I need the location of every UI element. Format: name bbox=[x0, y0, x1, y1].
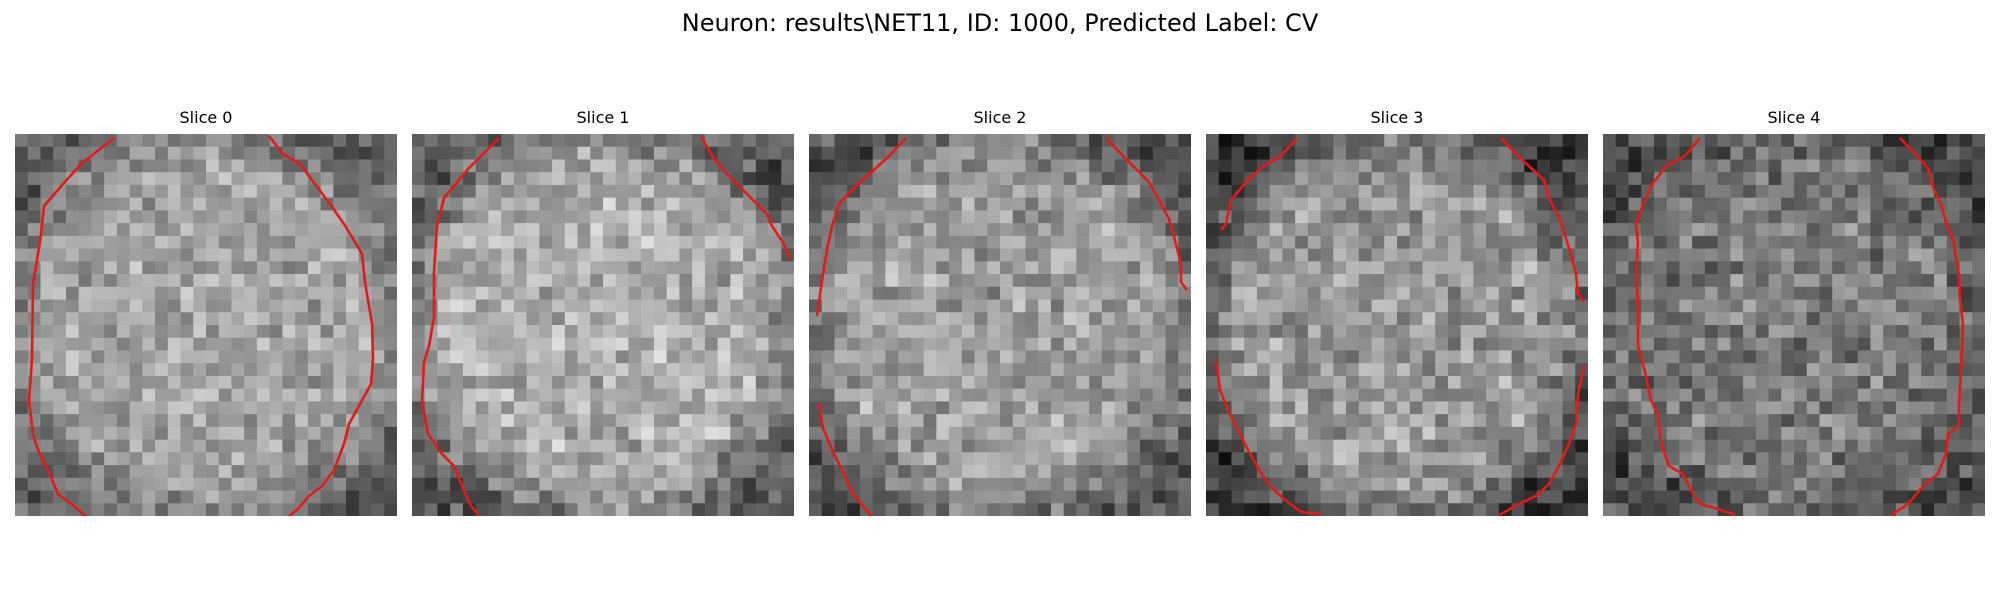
figure-title: Neuron: results\NET11, ID: 1000, Predict… bbox=[681, 9, 1319, 37]
slice-panel-0: Slice 0 bbox=[15, 106, 397, 516]
outline-trace-2-1 bbox=[1105, 137, 1189, 291]
slice-image-2 bbox=[809, 134, 1191, 516]
outline-trace-2-0 bbox=[815, 137, 907, 317]
outline-trace-3-1 bbox=[1500, 137, 1586, 303]
outline-trace-4-1 bbox=[1889, 137, 1965, 516]
slice-panel-4: Slice 4 bbox=[1603, 106, 1985, 516]
slice-image-0 bbox=[15, 134, 397, 516]
outline-trace-1-1 bbox=[699, 135, 792, 260]
outline-trace-3-0 bbox=[1220, 137, 1298, 231]
slice-title-0: Slice 0 bbox=[179, 108, 233, 127]
outline-trace-3-3 bbox=[1496, 365, 1586, 516]
outline-trace-4-0 bbox=[1634, 137, 1736, 516]
slice-title-4: Slice 4 bbox=[1767, 108, 1821, 127]
outline-trace-2-2 bbox=[817, 403, 874, 516]
slice-title-2: Slice 2 bbox=[973, 108, 1027, 127]
outline-trace-1-0 bbox=[420, 137, 500, 516]
slice-image-3 bbox=[1206, 134, 1588, 516]
slice-title-1: Slice 1 bbox=[576, 108, 630, 127]
outline-trace-0-0 bbox=[27, 136, 115, 516]
slice-panel-3: Slice 3 bbox=[1206, 106, 1588, 516]
slice-title-3: Slice 3 bbox=[1370, 108, 1424, 127]
slice-image-1 bbox=[412, 134, 794, 516]
slice-panel-1: Slice 1 bbox=[412, 106, 794, 516]
slice-image-4 bbox=[1603, 134, 1985, 516]
outline-trace-0-1 bbox=[267, 135, 375, 516]
outline-trace-3-2 bbox=[1214, 359, 1322, 516]
slice-panel-2: Slice 2 bbox=[809, 106, 1191, 516]
